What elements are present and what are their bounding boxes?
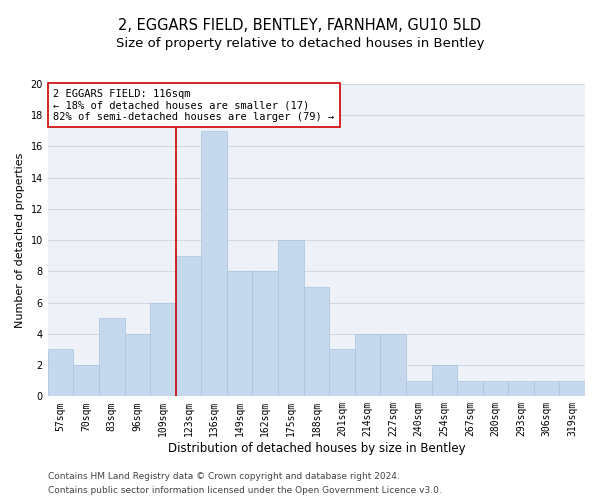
Bar xyxy=(431,365,457,396)
Bar xyxy=(329,350,355,397)
Bar xyxy=(150,302,176,396)
Bar xyxy=(253,272,278,396)
Bar xyxy=(227,272,253,396)
Text: Size of property relative to detached houses in Bentley: Size of property relative to detached ho… xyxy=(116,38,484,51)
Bar xyxy=(380,334,406,396)
Bar xyxy=(125,334,150,396)
Bar xyxy=(304,287,329,397)
Bar xyxy=(482,380,508,396)
Bar xyxy=(457,380,482,396)
Bar xyxy=(99,318,125,396)
Bar xyxy=(201,131,227,396)
Bar xyxy=(508,380,534,396)
Bar xyxy=(48,350,73,397)
Bar xyxy=(355,334,380,396)
Text: 2, EGGARS FIELD, BENTLEY, FARNHAM, GU10 5LD: 2, EGGARS FIELD, BENTLEY, FARNHAM, GU10 … xyxy=(118,18,482,32)
X-axis label: Distribution of detached houses by size in Bentley: Distribution of detached houses by size … xyxy=(167,442,465,455)
Bar xyxy=(73,365,99,396)
Bar xyxy=(406,380,431,396)
Text: 2 EGGARS FIELD: 116sqm
← 18% of detached houses are smaller (17)
82% of semi-det: 2 EGGARS FIELD: 116sqm ← 18% of detached… xyxy=(53,88,334,122)
Bar xyxy=(534,380,559,396)
Bar xyxy=(176,256,201,396)
Text: Contains HM Land Registry data © Crown copyright and database right 2024.: Contains HM Land Registry data © Crown c… xyxy=(48,472,400,481)
Bar xyxy=(559,380,585,396)
Text: Contains public sector information licensed under the Open Government Licence v3: Contains public sector information licen… xyxy=(48,486,442,495)
Y-axis label: Number of detached properties: Number of detached properties xyxy=(15,152,25,328)
Bar xyxy=(278,240,304,396)
